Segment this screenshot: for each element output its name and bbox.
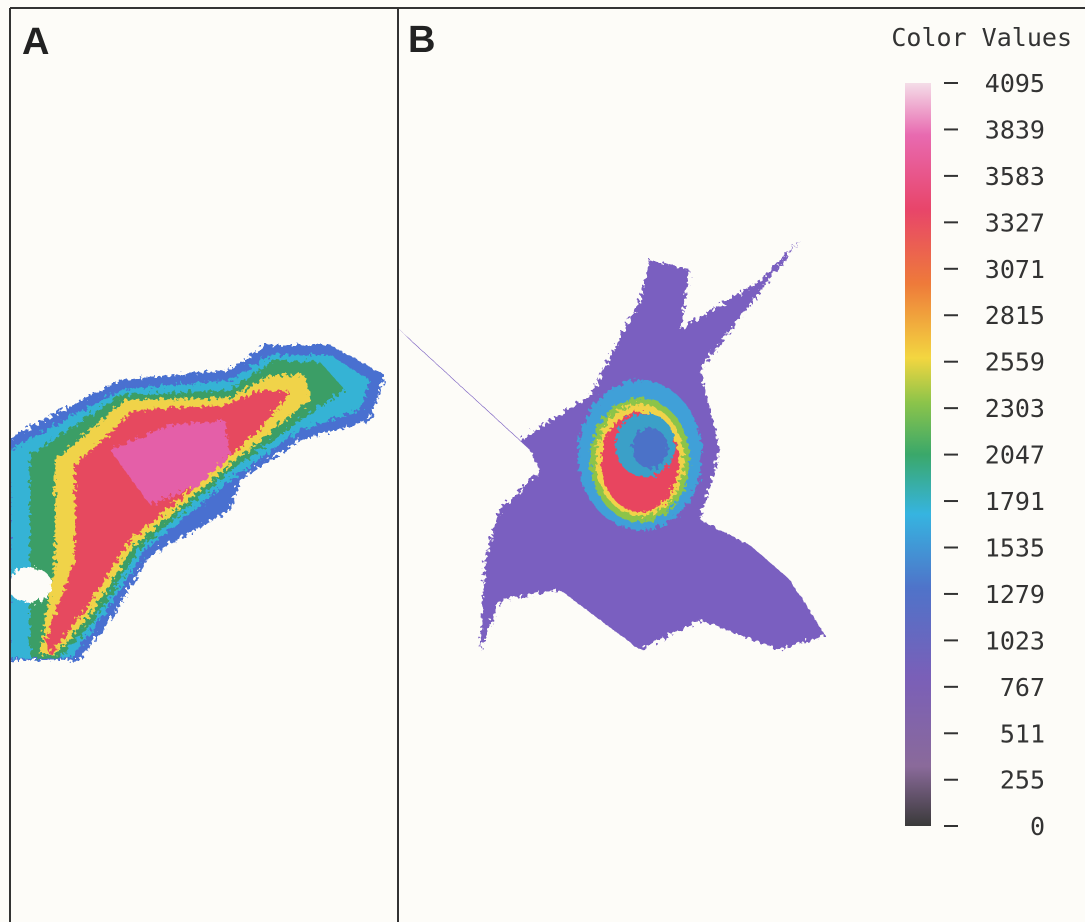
tick-label: 511 [1000, 719, 1045, 748]
tick-label: 255 [1000, 766, 1045, 795]
tick-label: 2303 [985, 394, 1045, 423]
tick-label: 0 [1030, 812, 1045, 841]
tick-label: 1535 [985, 533, 1045, 562]
tick-label: 2047 [985, 441, 1045, 470]
figure: A B Color Values 4095 3839 3583 3327 3071 281… [0, 0, 1085, 922]
panel-label: A [22, 21, 49, 63]
tick-label: 1791 [985, 487, 1045, 516]
page: A B Color Values 4095 3839 3583 3327 3071 281… [0, 0, 1085, 922]
tick-label: 2559 [985, 348, 1045, 377]
tick-label: 3839 [985, 115, 1045, 144]
tick-label: 3583 [985, 162, 1045, 191]
tick-label: 2815 [985, 301, 1045, 330]
tick-label: 767 [1000, 673, 1045, 702]
tick-label: 1023 [985, 626, 1045, 655]
colorbar-title: Color Values [891, 23, 1072, 52]
panel-label: B [408, 19, 435, 61]
tick-label: 4095 [985, 69, 1045, 98]
tick-label: 3071 [985, 255, 1045, 284]
tick-label: 1279 [985, 580, 1045, 609]
colorbar [905, 83, 931, 826]
tick-label: 3327 [985, 208, 1045, 237]
